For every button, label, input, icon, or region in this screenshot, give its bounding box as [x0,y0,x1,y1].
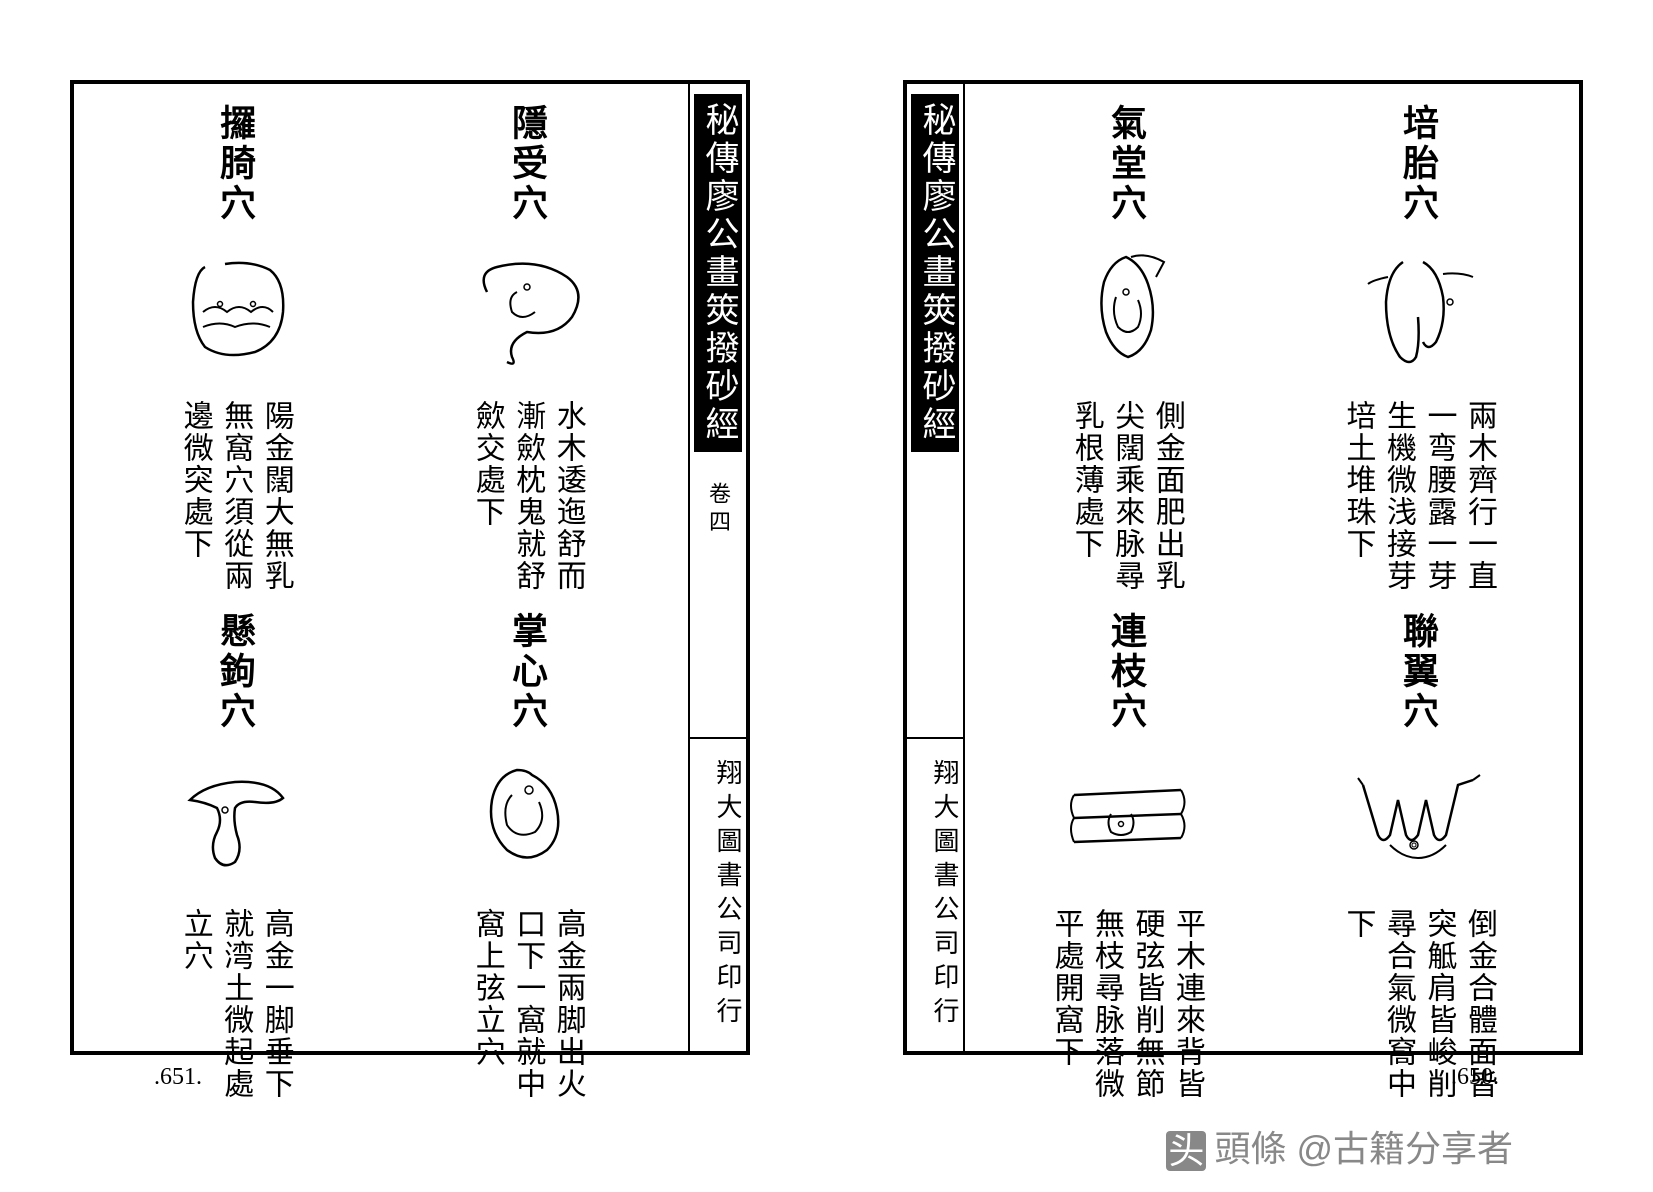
text-line: 無窩穴須從兩 [218,400,253,592]
content-right: 培胎穴 兩木齊行一直 一弯腰露一芽 生機微浅接芽 培土堆珠下 [965,84,1579,1051]
entry-title: 掌心穴 [501,612,553,732]
text-line: 培土堆珠下 [1340,400,1375,592]
entry-title: 培胎穴 [1392,104,1444,224]
diagram-xuangou [165,750,305,890]
text-line: 生機微浅接芽 [1381,400,1416,592]
entry: 聯翼穴 倒金合體面皆 突觝肩皆峻削 尋合氣微窩中 下 [1340,612,1496,1100]
entry-text: 平木連來背皆 硬弦皆削無節 無枝尋脉落微 平處開窩下 [1048,908,1204,1100]
text-line: 兩木齊行一直 [1462,400,1497,592]
sidebar-right: 秘傳廖公畫筴撥砂經 翔大圖書公司印行 [907,84,965,1051]
text-line: 邊微突處下 [177,400,212,592]
text-line: 下 [1340,908,1375,1100]
text-line: 陽金闊大無乳 [258,400,293,592]
text-line: 一弯腰露一芽 [1421,400,1456,592]
text-line: 歛交處下 [469,400,504,592]
diagram-lianzhi [1056,750,1196,890]
page-right: 培胎穴 兩木齊行一直 一弯腰露一芽 生機微浅接芽 培土堆珠下 [903,80,1583,1055]
text-line: 窩上弦立穴 [469,908,504,1100]
diagram-yinshou [457,242,597,382]
text-line: 就湾土微起處 [218,908,253,1100]
text-line: 無枝尋脉落微 [1089,908,1124,1100]
book-title: 秘傳廖公畫筴撥砂經 [694,94,742,452]
entry-title: 隱受穴 [501,104,553,224]
text-line: 平處開窩下 [1048,908,1083,1100]
entry: 隱受穴 水木逶迤舒而 漸歛枕鬼就舒 歛交處下 [457,104,597,592]
text-line: 乳根薄處下 [1068,400,1103,592]
column: 培胎穴 兩木齊行一直 一弯腰露一芽 生機微浅接芽 培土堆珠下 [1272,104,1564,1031]
text-line: 口下一窩就中 [510,908,545,1100]
page-number: .650. [1451,1064,1499,1091]
text-line: 平木連來背皆 [1170,908,1205,1100]
entry: 攞䐀穴 陽金闊大無乳 無窩穴須從兩 邊微突處下 [165,104,305,592]
text-line: 漸歛枕鬼就舒 [510,400,545,592]
content-left: 隱受穴 水木逶迤舒而 漸歛枕鬼就舒 歛交處下 掌心穴 [74,84,688,1051]
column: 氣堂穴 側金面肥出乳 尖闊乘來脉尋 乳根薄處下 連枝穴 [980,104,1272,1031]
diagram-qitang [1056,242,1196,382]
entry-text: 兩木齊行一直 一弯腰露一芽 生機微浅接芽 培土堆珠下 [1340,400,1496,592]
text-line: 尖闊乘來脉尋 [1109,400,1144,592]
entry: 掌心穴 高金兩脚出火 口下一窩就中 窩上弦立穴 [457,612,597,1100]
entry: 懸鉤穴 高金一脚垂下 就湾土微起處 立穴 [165,612,305,1100]
entry: 培胎穴 兩木齊行一直 一弯腰露一芽 生機微浅接芽 培土堆珠下 [1340,104,1496,592]
column: 隱受穴 水木逶迤舒而 漸歛枕鬼就舒 歛交處下 掌心穴 [381,104,673,1031]
entry-title: 攞䐀穴 [209,104,261,224]
diagram-zhangxin [457,750,597,890]
diagram-lianyi [1348,750,1488,890]
entry-text: 高金兩脚出火 口下一窩就中 窩上弦立穴 [469,908,585,1100]
entry-text: 陽金闊大無乳 無窩穴須從兩 邊微突處下 [177,400,293,592]
entry-title: 氣堂穴 [1100,104,1152,224]
text-line: 硬弦皆削無節 [1129,908,1164,1100]
book-title: 秘傳廖公畫筴撥砂經 [911,94,959,452]
entry: 氣堂穴 側金面肥出乳 尖闊乘來脉尋 乳根薄處下 [1056,104,1196,592]
entry-text: 水木逶迤舒而 漸歛枕鬼就舒 歛交處下 [469,400,585,592]
volume-label: 卷四 [702,482,734,538]
text-line: 高金一脚垂下 [258,908,293,1100]
page-number: .651. [154,1064,202,1091]
entry-title: 聯翼穴 [1392,612,1444,732]
entry-title: 懸鉤穴 [209,612,261,732]
watermark: 头頭條 @古籍分享者 [1166,1120,1513,1172]
text-line: 尋合氣微窩中 [1381,908,1416,1100]
entry: 連枝穴 平木連來背皆 硬弦皆削無節 無枝尋脉落微 平處開窩下 [1048,612,1204,1100]
text-line: 高金兩脚出火 [550,908,585,1100]
publisher: 翔大圖書公司印行 [690,737,746,1031]
watermark-icon: 头 [1166,1131,1206,1171]
entry-text: 側金面肥出乳 尖闊乘來脉尋 乳根薄處下 [1068,400,1184,592]
entry-title: 連枝穴 [1100,612,1152,732]
watermark-text: 頭條 @古籍分享者 [1214,1128,1513,1169]
text-line: 水木逶迤舒而 [550,400,585,592]
text-line: 側金面肥出乳 [1149,400,1184,592]
diagram-luoxi [165,242,305,382]
publisher: 翔大圖書公司印行 [907,737,963,1031]
column: 攞䐀穴 陽金闊大無乳 無窩穴須從兩 邊微突處下 懸鉤穴 [89,104,381,1031]
page-left: 秘傳廖公畫筴撥砂經 卷四 翔大圖書公司印行 隱受穴 水木逶迤舒而 漸歛枕鬼就舒 [70,80,750,1055]
diagram-peitai [1348,242,1488,382]
sidebar-left: 秘傳廖公畫筴撥砂經 卷四 翔大圖書公司印行 [688,84,746,1051]
